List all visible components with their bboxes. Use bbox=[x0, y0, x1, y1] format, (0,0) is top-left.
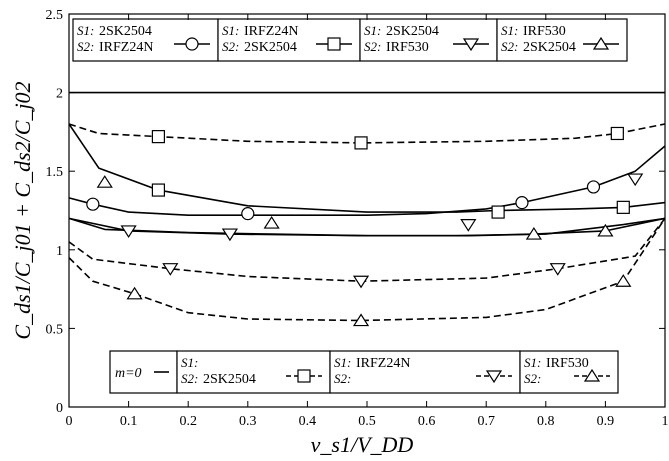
legend-top-entry-s1-2: 2SK2504 bbox=[386, 24, 439, 39]
legend-bottom-entry-s2-1: 2SK2504 bbox=[203, 372, 256, 387]
x-tick-label-6: 0.6 bbox=[418, 414, 436, 429]
data-point-circle-1 bbox=[241, 207, 255, 221]
data-point-circle-3 bbox=[586, 180, 601, 194]
data-point-square-8 bbox=[354, 136, 368, 150]
legend-top-entry-s1-0: 2SK2504 bbox=[99, 24, 152, 39]
series-line-7 bbox=[68, 217, 666, 322]
series-line-4 bbox=[68, 217, 666, 237]
data-point-square-9 bbox=[610, 126, 624, 141]
y-tick-label-0: 0 bbox=[56, 401, 63, 416]
legend-top-entry-box-3 bbox=[496, 18, 628, 62]
legend-bottom-entry-2: S1: IRFZ24N S2: bbox=[329, 350, 521, 394]
data-point-tri-up-23 bbox=[615, 274, 632, 287]
y-axis-label: C_ds1/C_j01 + C_ds2/C_j02 bbox=[10, 81, 35, 339]
x-tick-label-10: 1 bbox=[662, 414, 669, 429]
legend-top-entry-marker-0 bbox=[185, 37, 199, 51]
y-tick-label-5: 2.5 bbox=[46, 8, 64, 23]
data-point-tri-up-17 bbox=[96, 175, 113, 188]
markers-layer bbox=[86, 126, 644, 327]
legend-top-entry-1: S1: IRFZ24N S2: 2SK2504 bbox=[217, 18, 361, 62]
data-point-tri-up-20 bbox=[597, 223, 614, 237]
y-tick-label-2: 1 bbox=[56, 244, 63, 259]
legend-top-entry-s1-tag-3: S1: bbox=[501, 23, 518, 38]
x-tick-label-5: 0.5 bbox=[358, 414, 376, 429]
legend-top-entry-marker-3 bbox=[592, 36, 610, 50]
legend-bottom-entry-s1-3: IRF530 bbox=[546, 356, 589, 371]
axes-layer: 0 0.1 0.2 0.3 0.4 0.5 0.6 0.7 0.8 0.9 1 0 0.5 1 1.5 2 2.… bbox=[10, 8, 669, 457]
y-tick-label-1: 0.5 bbox=[46, 322, 64, 337]
x-tick-label-2: 0.2 bbox=[179, 414, 197, 429]
legend-top-entry-s1-1: IRFZ24N bbox=[244, 24, 298, 39]
series-line-2 bbox=[68, 123, 666, 213]
legend-bottom-entry-marker-1 bbox=[297, 369, 311, 383]
legend-top-entry-3: S1: IRF530 S2: 2SK2504 bbox=[496, 18, 628, 62]
y-tick-label-3: 1.5 bbox=[46, 165, 64, 180]
legend-bottom-entry-s2-tag-3: S2: bbox=[524, 371, 541, 386]
data-point-circle-2 bbox=[515, 196, 529, 210]
data-point-tri-down-13 bbox=[627, 173, 644, 187]
data-point-tri-down-12 bbox=[460, 219, 477, 232]
legend-top-entry-s2-3: 2SK2504 bbox=[523, 40, 576, 55]
data-point-tri-down-15 bbox=[352, 275, 370, 289]
legend-bottom-entry-3: S1: IRF530 S2: bbox=[519, 350, 619, 394]
data-point-tri-down-11 bbox=[221, 228, 239, 242]
legend-bottom-entry-1: S1:S2: 2SK2504 bbox=[176, 350, 331, 394]
legend-bottom-entry-s1-tag-1: S1: bbox=[181, 355, 198, 370]
x-tick-label-7: 0.7 bbox=[477, 414, 495, 429]
data-point-tri-up-22 bbox=[352, 313, 370, 327]
legend-layer: S1: 2SK2504 S2: IRFZ24N S1: IRFZ24N S2: 2SK2504… bbox=[72, 18, 628, 394]
series-line-6 bbox=[68, 217, 666, 282]
data-point-square-5 bbox=[491, 205, 505, 219]
legend-top-entry-s2-tag-3: S2: bbox=[501, 39, 518, 54]
legend-top-entry-s2-tag-0: S2: bbox=[77, 39, 94, 54]
data-point-tri-up-18 bbox=[263, 215, 280, 229]
legend-bottom-entry-text-0: m=0 bbox=[115, 366, 142, 381]
legend-bottom-entry-s1-tag-3: S1: bbox=[524, 355, 541, 370]
x-tick-label-4: 0.4 bbox=[299, 414, 317, 429]
legend-top-entry-s1-tag-1: S1: bbox=[222, 23, 239, 38]
legend-bottom-entry-0: m=0 bbox=[109, 350, 178, 394]
legend-bottom-entry-s2-tag-1: S2: bbox=[181, 371, 198, 386]
x-tick-label-3: 0.3 bbox=[239, 414, 257, 429]
x-tick-label-8: 0.8 bbox=[537, 414, 555, 429]
legend-top-entry-s2-tag-2: S2: bbox=[364, 39, 381, 54]
legend-bottom-entry-s1-2: IRFZ24N bbox=[356, 356, 410, 371]
legend-top-entry-2: S1: 2SK2504 S2: IRF530 bbox=[359, 18, 498, 62]
data-point-circle-0 bbox=[86, 197, 100, 211]
x-tick-label-9: 0.9 bbox=[597, 414, 615, 429]
x-tick-label-0: 0 bbox=[66, 414, 73, 429]
legend-bottom-entry-s1-tag-2: S1: bbox=[334, 355, 351, 370]
series-line-3 bbox=[68, 217, 666, 237]
series-line-1 bbox=[68, 145, 666, 216]
legend-top-entry-s1-3: IRF530 bbox=[523, 24, 566, 39]
legend-top-entry-0: S1: 2SK2504 S2: IRFZ24N bbox=[72, 18, 219, 62]
data-point-tri-up-21 bbox=[126, 286, 143, 300]
legend-bottom-entry-s2-tag-2: S2: bbox=[334, 371, 351, 386]
data-point-tri-down-14 bbox=[162, 263, 179, 276]
data-point-square-7 bbox=[151, 130, 165, 144]
data-point-tri-down-10 bbox=[120, 225, 137, 239]
plot-frame bbox=[68, 13, 666, 408]
legend-top-entry-s2-2: IRF530 bbox=[386, 40, 429, 55]
legend-top-entry-marker-1 bbox=[327, 37, 341, 51]
legend-top-entry-marker-2 bbox=[462, 38, 480, 52]
data-point-square-4 bbox=[151, 183, 165, 197]
data-point-square-6 bbox=[616, 200, 630, 214]
legend-top-entry-s1-tag-0: S1: bbox=[77, 23, 94, 38]
series-layer bbox=[68, 91, 666, 322]
legend-top-entry-s2-1: 2SK2504 bbox=[244, 40, 297, 55]
legend-bottom-entry-marker-2 bbox=[485, 370, 503, 384]
legend-bottom-entry-box-3 bbox=[519, 350, 619, 394]
legend-top-entry-s2-0: IRFZ24N bbox=[99, 40, 153, 55]
legend-bottom-entry-marker-3 bbox=[583, 368, 601, 382]
data-point-tri-down-16 bbox=[549, 263, 566, 276]
legend-top-entry-s1-tag-2: S1: bbox=[364, 23, 381, 38]
legend-top-entry-s2-tag-1: S2: bbox=[222, 39, 239, 54]
data-point-tri-up-19 bbox=[525, 226, 542, 240]
x-tick-label-1: 0.1 bbox=[120, 414, 138, 429]
y-tick-label-4: 2 bbox=[56, 87, 63, 102]
x-axis-label: v_s1/V_DD bbox=[311, 432, 414, 457]
